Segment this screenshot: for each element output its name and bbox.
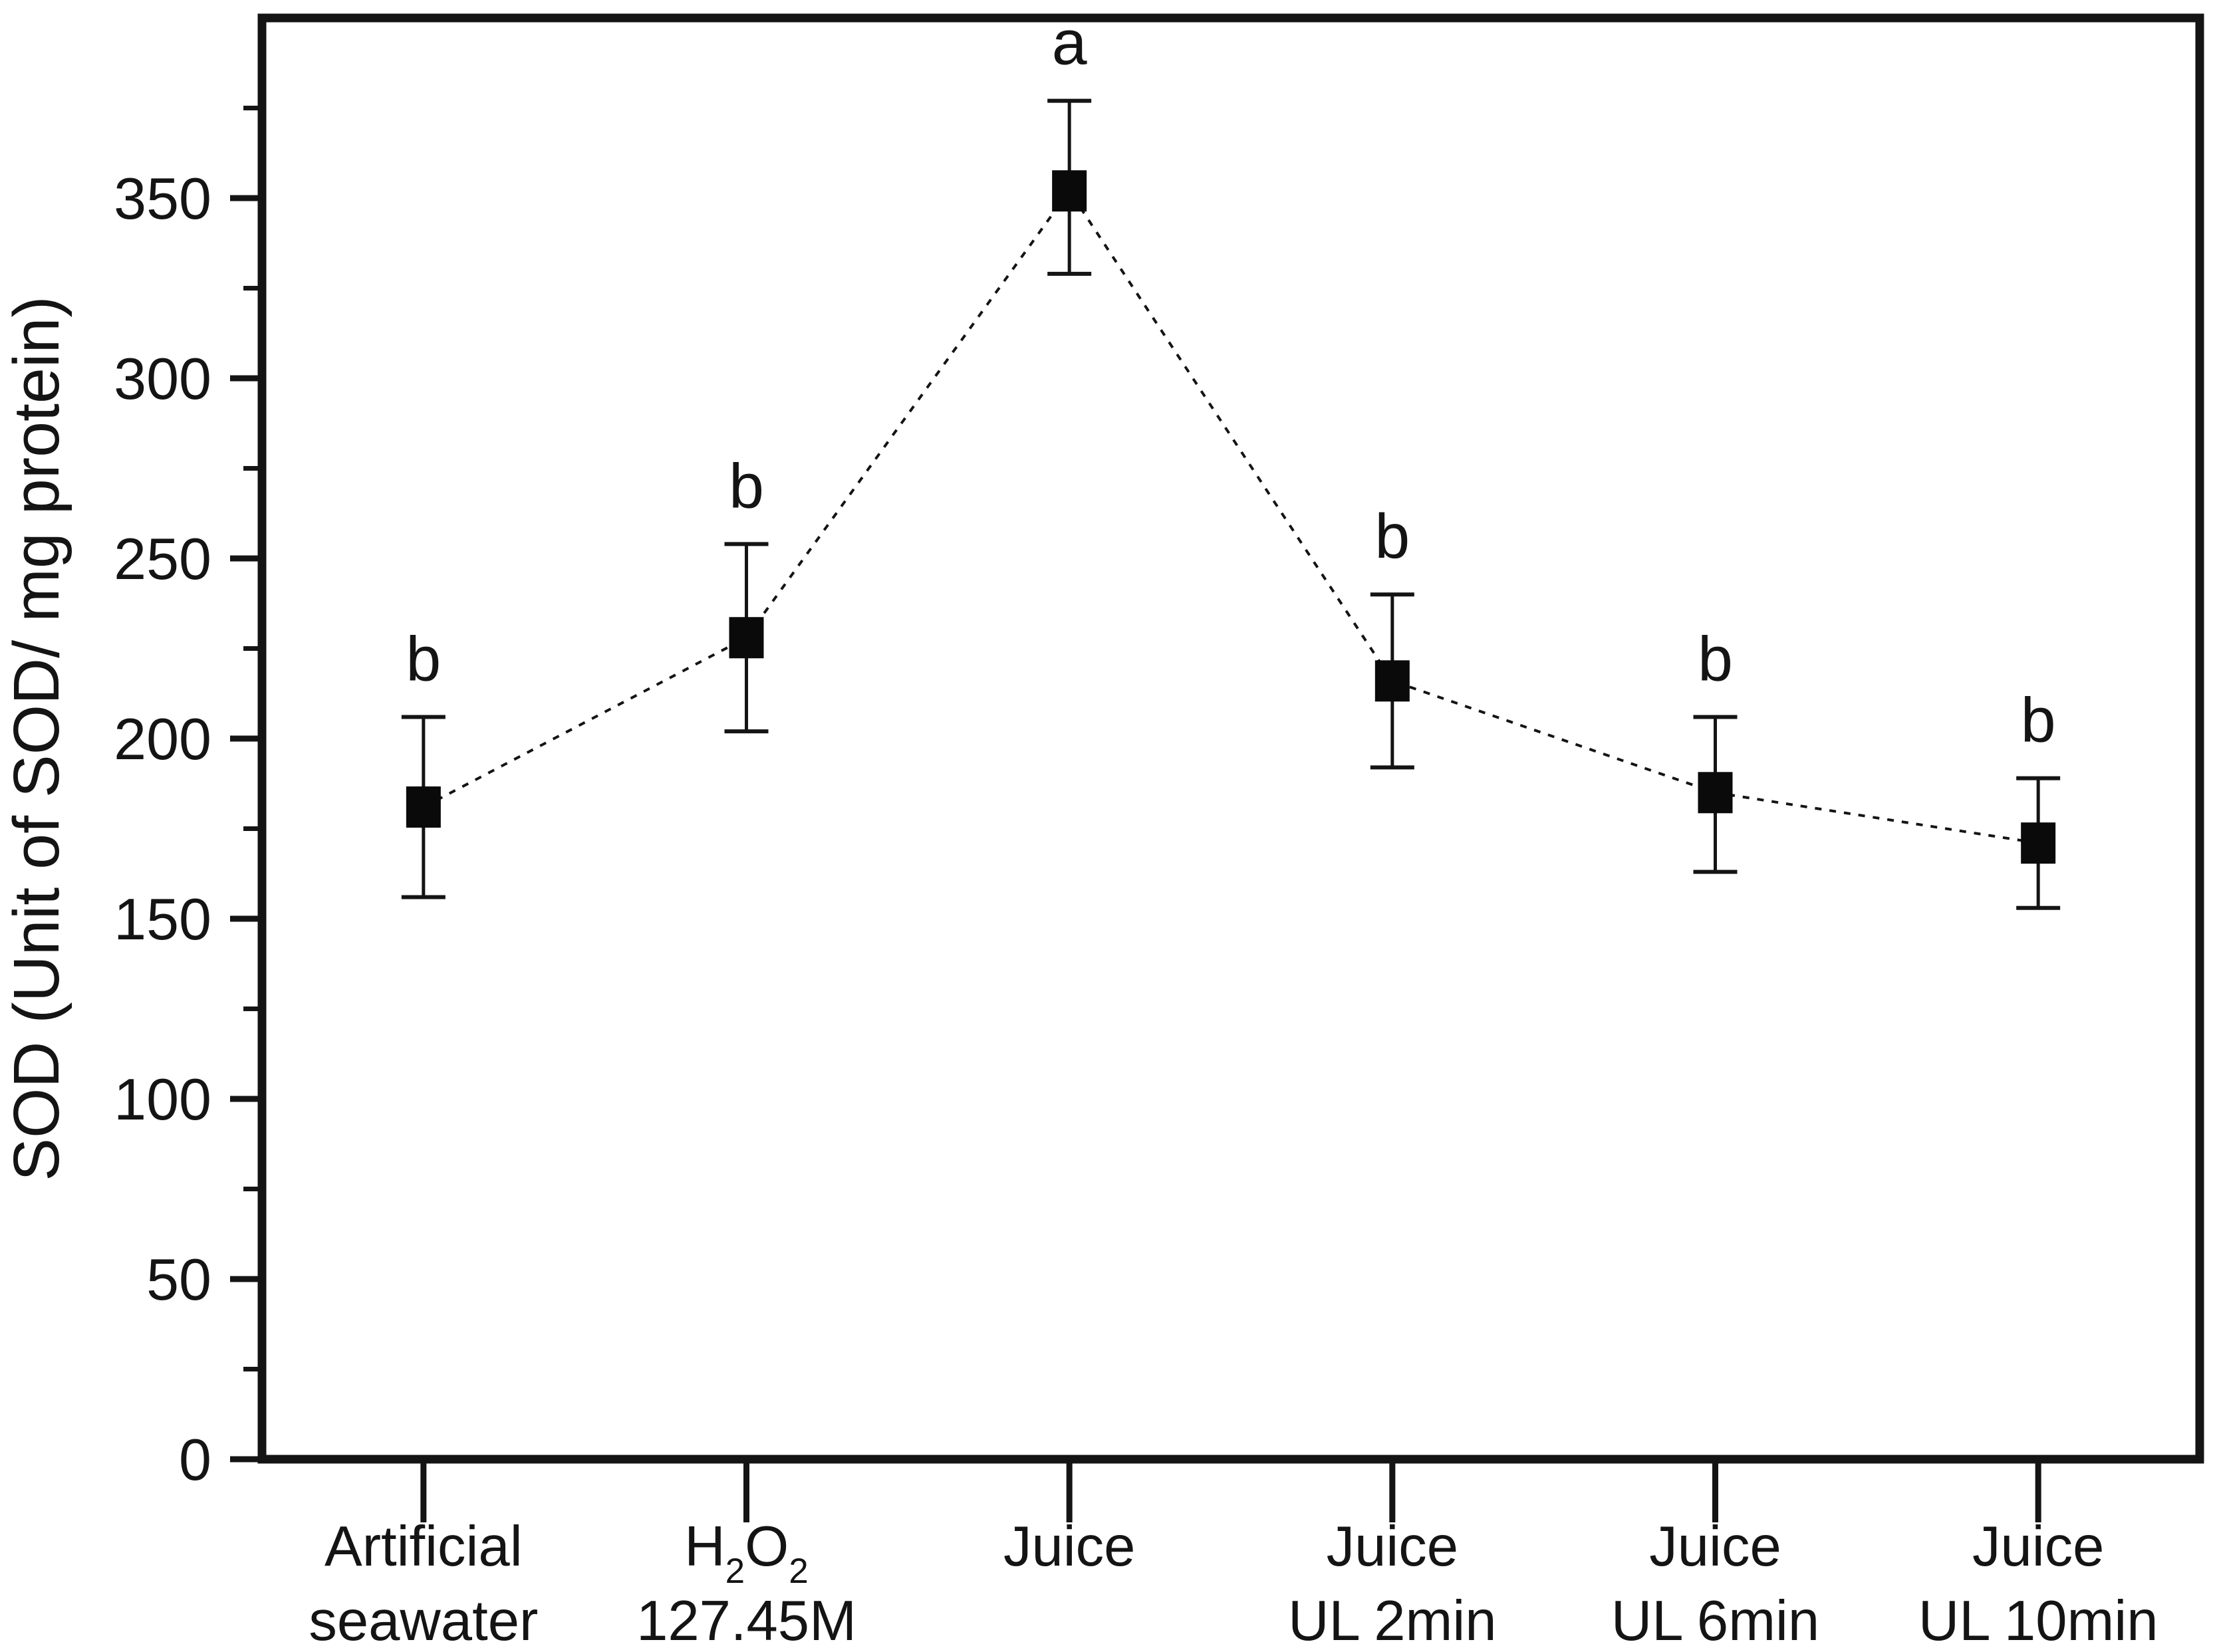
y-tick-label: 100 <box>114 1066 211 1132</box>
significance-letter: b <box>2021 685 2056 756</box>
data-point-marker <box>2021 822 2056 864</box>
x-tick-label: UL 6min <box>1611 1590 1819 1652</box>
data-point-marker <box>1374 660 1410 702</box>
x-tick-label: seawater <box>309 1590 538 1652</box>
x-tick-label: Juice <box>1003 1515 1135 1578</box>
data-point-marker <box>1052 170 1087 212</box>
x-tick-label: Juice <box>1972 1515 2104 1578</box>
y-tick-label: 350 <box>114 166 211 231</box>
significance-letter: b <box>406 624 441 694</box>
y-tick-label: 250 <box>114 526 211 592</box>
data-point-marker <box>1698 772 1733 814</box>
y-axis-title: SOD (Unit of SOD/ mg protein) <box>0 296 72 1181</box>
x-tick-label: 127.45M <box>636 1590 856 1652</box>
y-tick-label: 50 <box>146 1246 211 1312</box>
y-tick-label: 300 <box>114 346 211 412</box>
significance-letter: b <box>729 451 764 521</box>
y-tick-label: 150 <box>114 886 211 952</box>
x-tick-label: Juice <box>1327 1515 1458 1578</box>
significance-letter: b <box>1374 501 1410 572</box>
x-tick-label: UL 2min <box>1288 1590 1496 1652</box>
x-tick-label: Juice <box>1649 1515 1781 1578</box>
x-tick-label: H2O2 <box>684 1515 808 1591</box>
y-tick-label: 0 <box>179 1427 211 1492</box>
data-point-marker <box>729 617 764 659</box>
x-tick-label: UL 10min <box>1918 1590 2158 1652</box>
series-line <box>422 188 2039 845</box>
plot-frame <box>257 13 2204 1464</box>
x-tick-label: Artificial <box>325 1515 523 1578</box>
significance-letter: b <box>1698 624 1733 694</box>
y-tick-label: 200 <box>114 706 211 772</box>
significance-letter: a <box>1052 8 1087 78</box>
data-point-marker <box>406 786 441 828</box>
